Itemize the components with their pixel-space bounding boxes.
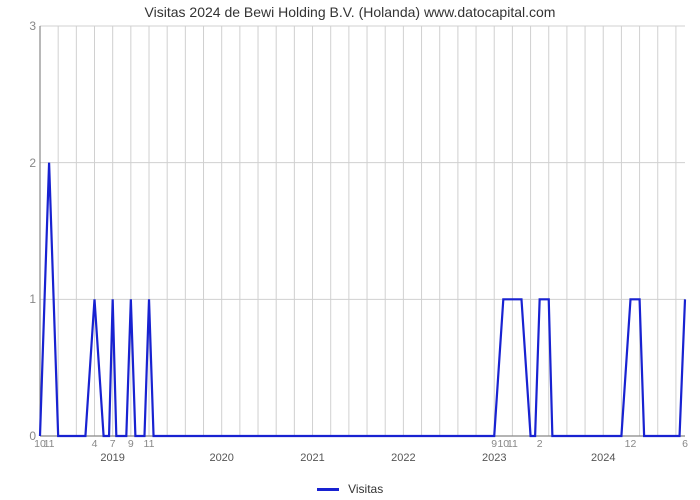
x-year-label: 2021 [300, 452, 324, 464]
legend: Visitas [0, 482, 700, 496]
y-tick-label: 3 [6, 19, 36, 33]
x-tick-label: 4 [92, 438, 98, 450]
axes [40, 26, 685, 436]
y-tick-label: 2 [6, 156, 36, 170]
x-year-label: 2019 [100, 452, 124, 464]
x-tick-label: 9 [128, 438, 134, 450]
chart-svg [40, 26, 685, 436]
x-tick-label: 12 [625, 438, 637, 450]
chart-title: Visitas 2024 de Bewi Holding B.V. (Holan… [0, 4, 700, 20]
x-tick-label: 6 [682, 438, 688, 450]
x-tick-label: 11 [507, 438, 518, 450]
y-tick-label: 0 [6, 429, 36, 443]
plot-area [40, 26, 685, 436]
x-year-label: 2023 [482, 452, 506, 464]
x-tick-label: 7 [110, 438, 116, 450]
y-tick-label: 1 [6, 292, 36, 306]
x-year-label: 2022 [391, 452, 415, 464]
x-year-label: 2024 [591, 452, 615, 464]
x-tick-label: 2 [537, 438, 543, 450]
x-tick-label: 11 [44, 438, 55, 450]
x-year-label: 2020 [209, 452, 233, 464]
x-tick-label: 9 [491, 438, 497, 450]
grid-lines [40, 26, 685, 436]
legend-swatch [317, 488, 339, 491]
legend-label: Visitas [348, 482, 383, 496]
visits-line-chart: Visitas 2024 de Bewi Holding B.V. (Holan… [0, 0, 700, 500]
x-tick-label: 11 [144, 438, 155, 450]
